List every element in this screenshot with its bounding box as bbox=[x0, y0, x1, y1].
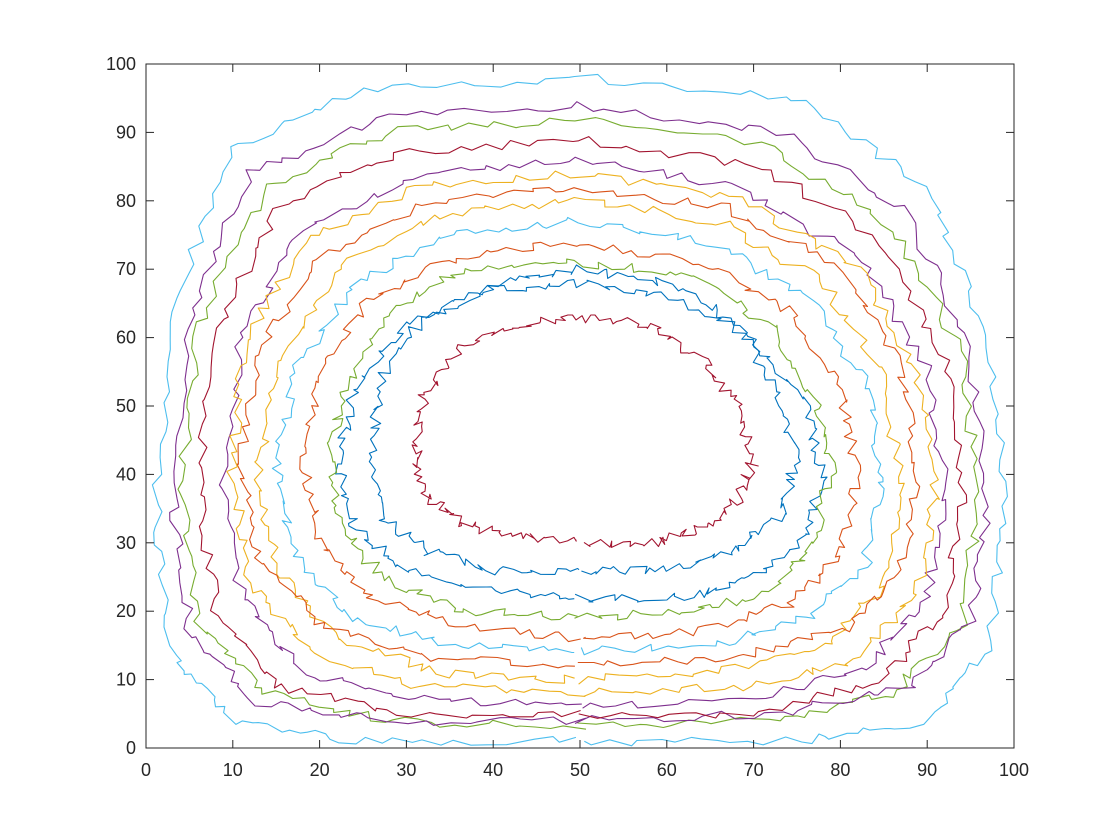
x-tick-label: 100 bbox=[999, 760, 1029, 780]
y-axis: 0 10 20 30 40 50 60 70 80 90 100 bbox=[106, 54, 1014, 758]
x-tick-label: 80 bbox=[830, 760, 850, 780]
trajectory-line-1 bbox=[334, 279, 828, 603]
y-tick-label: 50 bbox=[116, 396, 136, 416]
y-tick-label: 20 bbox=[116, 601, 136, 621]
x-tick-label: 20 bbox=[310, 760, 330, 780]
trajectory-line-4 bbox=[218, 156, 949, 709]
x-axis: 0 10 20 30 40 50 60 70 80 90 100 bbox=[141, 64, 1029, 780]
x-tick-label: 90 bbox=[917, 760, 937, 780]
x-tick-label: 50 bbox=[570, 760, 590, 780]
y-tick-label: 70 bbox=[116, 259, 136, 279]
y-tick-label: 40 bbox=[116, 464, 136, 484]
trajectory-line-14 bbox=[197, 136, 968, 719]
y-tick-label: 10 bbox=[116, 670, 136, 690]
x-tick-label: 30 bbox=[396, 760, 416, 780]
x-tick-label: 0 bbox=[141, 760, 151, 780]
x-tick-label: 60 bbox=[657, 760, 677, 780]
y-tick-label: 30 bbox=[116, 533, 136, 553]
trajectory-line-5 bbox=[177, 117, 980, 730]
x-tick-label: 40 bbox=[483, 760, 503, 780]
trajectory-line-12 bbox=[326, 258, 838, 621]
trajectory-line-9 bbox=[236, 187, 921, 669]
trajectory-line-8 bbox=[368, 264, 801, 576]
y-tick-label: 90 bbox=[116, 122, 136, 142]
x-tick-label: 70 bbox=[744, 760, 764, 780]
y-tick-label: 60 bbox=[116, 328, 136, 348]
trajectory-line-7 bbox=[411, 314, 759, 548]
plot-lines bbox=[151, 73, 1008, 747]
y-tick-label: 0 bbox=[126, 738, 136, 758]
trajectory-line-13 bbox=[271, 216, 885, 656]
y-tick-label: 100 bbox=[106, 54, 136, 74]
trajectory-line-6 bbox=[151, 73, 1008, 747]
trajectory-line-10 bbox=[226, 170, 940, 697]
y-tick-label: 80 bbox=[116, 191, 136, 211]
trajectory-line-2 bbox=[299, 241, 862, 643]
x-tick-label: 10 bbox=[223, 760, 243, 780]
trajectory-line-11 bbox=[169, 101, 991, 726]
